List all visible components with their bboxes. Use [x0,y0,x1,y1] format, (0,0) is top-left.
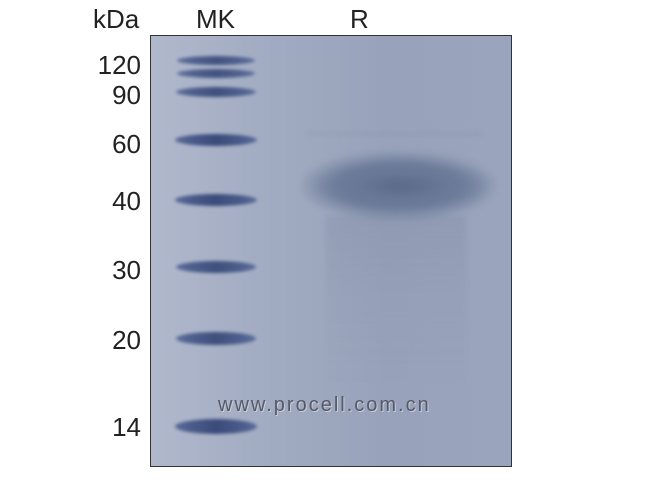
lane-label-marker: MK [196,4,235,35]
marker-band [177,69,255,78]
sample-faint-band [306,130,481,137]
watermark-text: www.procell.com.cn [218,394,431,417]
mw-label-20: 20 [93,325,141,356]
mw-label-90: 90 [93,80,141,111]
mw-label-30: 30 [93,255,141,286]
mw-label-120: 120 [93,50,141,81]
marker-band [175,134,257,146]
gel-figure: kDa MK R 120 90 60 40 30 20 14 www.proce… [0,0,670,500]
marker-band [175,419,257,434]
lane-label-sample: R [350,4,369,35]
mw-label-60: 60 [93,129,141,160]
marker-band [176,261,256,273]
marker-band [177,56,255,65]
axis-unit-label: kDa [93,4,139,35]
sample-main-band [316,161,486,211]
mw-label-40: 40 [93,186,141,217]
mw-label-14: 14 [93,412,141,443]
marker-band [175,194,257,206]
marker-band [176,87,256,97]
sample-streak [326,216,466,386]
marker-band [176,332,256,345]
